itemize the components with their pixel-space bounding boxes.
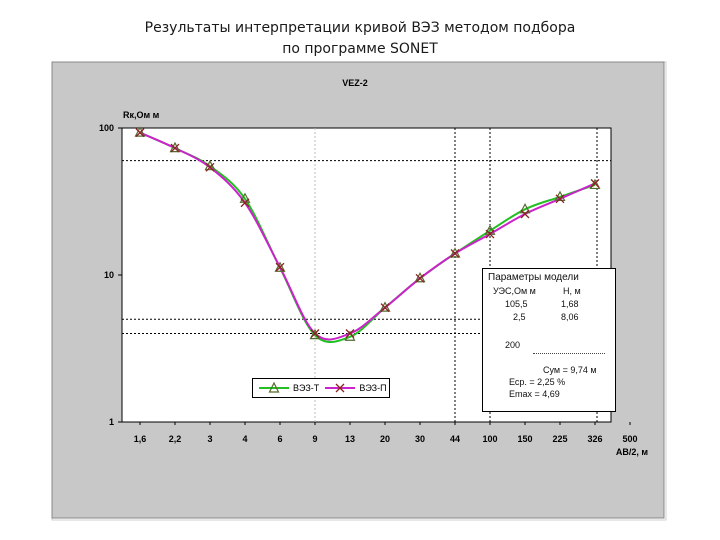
series-0-point-13 [589, 178, 601, 190]
x-tick-label-7: 20 [380, 434, 390, 444]
legend-label-vez-t: ВЭЗ-Т [293, 383, 320, 393]
series-0-point-7 [379, 301, 391, 312]
chart-legend: ВЭЗ-Т ВЭЗ-П [252, 378, 390, 398]
x-tick-label-5: 9 [312, 434, 317, 444]
series-1-point-3 [240, 198, 250, 208]
slide-title: Результаты интерпретации кривой ВЭЗ мето… [0, 18, 720, 60]
slide-title-line-2: по программе SONET [282, 41, 438, 57]
series-1-point-4 [275, 262, 285, 272]
y-axis-label: Rк,Ом м [123, 110, 160, 120]
series-layer [134, 126, 601, 343]
params-separator [533, 353, 605, 354]
params-row2-h: 8,06 [561, 312, 579, 322]
x-tick-label-10: 100 [482, 434, 497, 444]
params-row2-res: 2,5 [513, 312, 526, 322]
series-1-point-6 [345, 329, 355, 338]
x-tick-label-12: 225 [552, 434, 567, 444]
series-line-1 [139, 131, 596, 341]
x-tick-label-6: 13 [345, 434, 355, 444]
legend-entry-vez-t: ВЭЗ-Т [259, 382, 319, 394]
x-tick-label-2: 3 [207, 434, 212, 444]
x-tick-label-14: 500 [622, 434, 637, 444]
series-1-point-1 [170, 143, 180, 153]
params-e-avg: Еср. = 2,25 % [509, 377, 566, 387]
series-0-point-8 [414, 271, 426, 283]
series-0-point-4 [274, 261, 286, 272]
y-tick-label-2: 1 [109, 417, 114, 427]
x-tick-label-13: 326 [587, 434, 602, 444]
series-0-point-0 [134, 126, 146, 137]
series-1-point-12 [555, 194, 565, 204]
params-col1-header: УЭС,Ом м [493, 286, 536, 296]
params-e-max: Еmax = 4,69 [509, 389, 560, 399]
grid-layer [122, 128, 611, 422]
slide-title-line-1: Результаты интерпретации кривой ВЭЗ мето… [144, 20, 576, 36]
series-1-point-5 [310, 329, 320, 338]
series-1-point-13 [590, 178, 600, 188]
x-tick-label-9: 44 [450, 434, 460, 444]
params-sum: Сум = 9,74 м [543, 365, 597, 375]
ticks-layer: 100 10 1 1,6 2,2 3 4 6 9 13 20 30 44 100 150 225 326 500 [99, 123, 638, 444]
params-row3-res: 200 [505, 340, 521, 350]
series-1-point-8 [415, 273, 425, 283]
x-tick-label-8: 30 [415, 434, 425, 444]
x-tick-label-4: 6 [277, 434, 282, 444]
legend-entry-vez-p: ВЭЗ-П [325, 382, 387, 394]
series-0-point-11 [519, 202, 531, 214]
legend-swatch-vez-t [259, 382, 289, 393]
series-1-point-10 [485, 229, 495, 239]
legend-swatch-vez-p [325, 383, 356, 393]
series-0-point-5 [309, 328, 321, 340]
y-tick-label-1: 10 [104, 270, 114, 280]
params-row1-res: 105,5 [505, 299, 528, 309]
x-tick-label-1: 2,2 [169, 434, 182, 444]
params-row1-h: 1,68 [561, 299, 579, 309]
y-tick-label-0: 100 [99, 123, 114, 133]
series-0-point-9 [449, 247, 461, 258]
x-axis-label: AB/2, м [616, 447, 649, 457]
x-tick-label-3: 4 [242, 434, 247, 444]
params-title: Параметры модели [488, 272, 579, 283]
model-params-box: Параметры модели УЭС,Ом м Н, м 105,5 1,6… [482, 268, 616, 412]
series-1-point-11 [520, 209, 530, 219]
series-1-point-9 [450, 249, 460, 258]
series-0-point-1 [169, 141, 181, 153]
chart-title: VEZ-2 [342, 78, 368, 88]
series-1-point-2 [205, 162, 215, 172]
legend-label-vez-p: ВЭЗ-П [359, 383, 387, 393]
series-1-point-7 [380, 303, 390, 313]
x-tick-label-11: 150 [517, 434, 532, 444]
params-col2-header: Н, м [563, 286, 581, 296]
series-1-point-0 [135, 128, 145, 138]
x-tick-label-0: 1,6 [134, 434, 147, 444]
